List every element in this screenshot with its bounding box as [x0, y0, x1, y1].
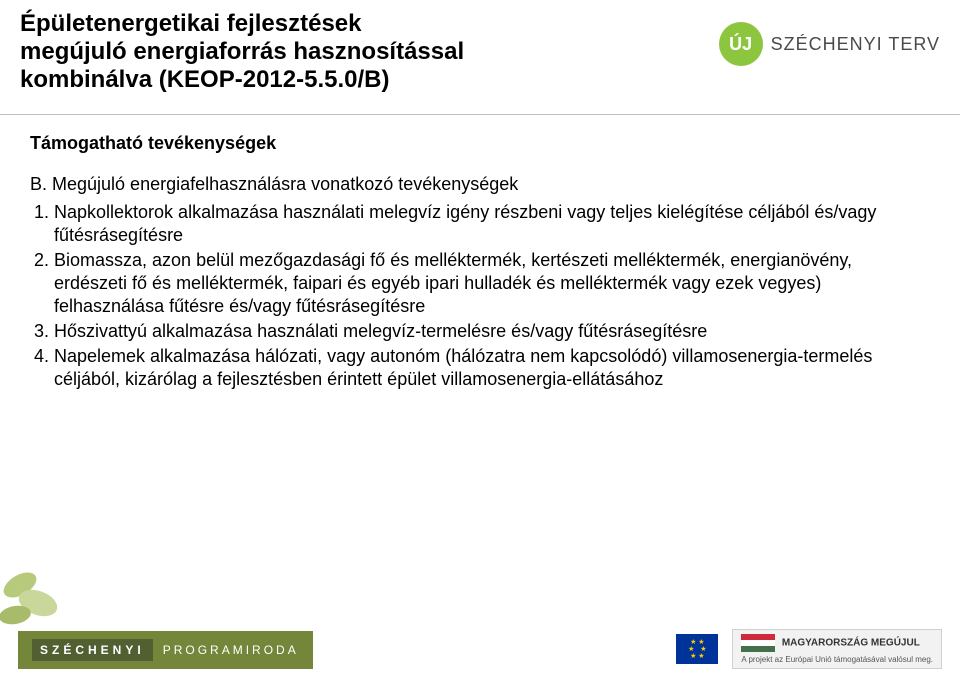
section-intro: B. Megújuló energiafelhasználásra vonatk… [30, 174, 930, 195]
divider [0, 114, 960, 115]
content: Támogatható tevékenységek B. Megújuló en… [0, 133, 960, 391]
title-block: Épületenergetikai fejlesztések megújuló … [20, 10, 719, 94]
mo-sub: A projekt az Európai Unió támogatásával … [741, 655, 933, 664]
eu-flag-icon: ★ ★★ ★★ ★ [676, 634, 718, 664]
magyarorszag-megujul-box: MAGYARORSZÁG MEGÚJUL A projekt az Európa… [732, 629, 942, 669]
list-item: Biomassza, azon belül mezőgazdasági fő é… [54, 249, 930, 318]
slide: Épületenergetikai fejlesztések megújuló … [0, 0, 960, 681]
list-item: Hőszivattyú alkalmazása használati meleg… [54, 320, 930, 343]
szechenyi-terv-logo: ÚJ SZÉCHENYI TERV [719, 22, 940, 66]
programiroda-logo: SZÉCHENYI PROGRAMIRODA [18, 631, 313, 669]
programiroda-right: PROGRAMIRODA [163, 643, 299, 657]
footer-right: ★ ★★ ★★ ★ MAGYARORSZÁG MEGÚJUL A projekt… [676, 629, 942, 669]
eu-stars-icon: ★ ★★ ★★ ★ [688, 639, 706, 660]
title-line-2: megújuló energiaforrás hasznosítással [20, 38, 719, 66]
title-line-3: kombinálva (KEOP-2012-5.5.0/B) [20, 66, 719, 94]
header: Épületenergetikai fejlesztések megújuló … [0, 0, 960, 114]
mo-title: MAGYARORSZÁG MEGÚJUL [782, 637, 920, 648]
hungary-flag-icon [741, 634, 775, 652]
programiroda-left: SZÉCHENYI [32, 639, 153, 661]
uj-badge-icon: ÚJ [719, 22, 763, 66]
title-line-1: Épületenergetikai fejlesztések [20, 10, 719, 38]
activity-list: Napkollektorok alkalmazása használati me… [30, 201, 930, 391]
list-item: Napelemek alkalmazása hálózati, vagy aut… [54, 345, 930, 391]
szechenyi-terv-text: SZÉCHENYI TERV [771, 34, 940, 55]
list-item: Napkollektorok alkalmazása használati me… [54, 201, 930, 247]
footer: SZÉCHENYI PROGRAMIRODA ★ ★★ ★★ ★ MAGYARO… [0, 611, 960, 681]
subtitle: Támogatható tevékenységek [30, 133, 930, 154]
